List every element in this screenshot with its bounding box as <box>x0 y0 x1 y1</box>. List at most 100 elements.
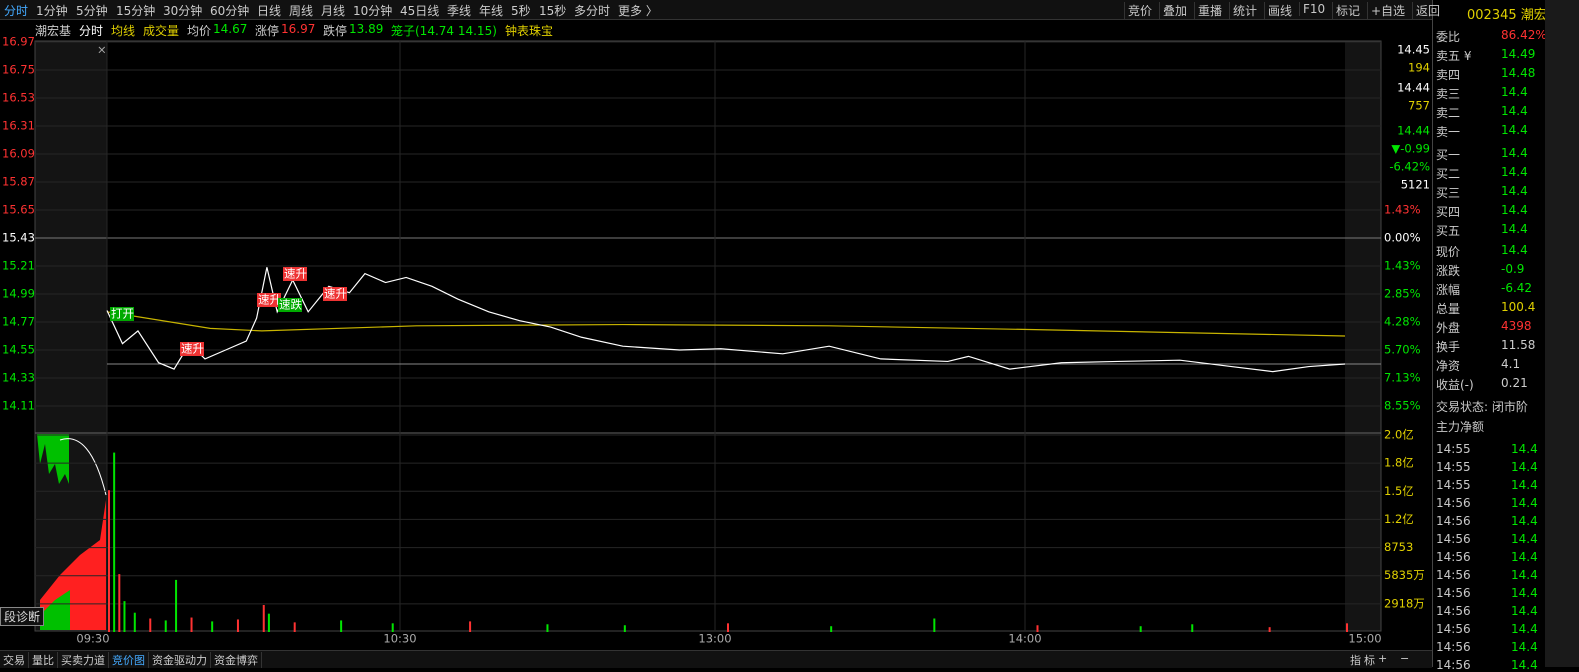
panel-cell: 100.4 <box>1501 300 1536 314</box>
diag-button[interactable]: 段诊断 <box>0 607 45 626</box>
info-item: 16.97 <box>281 22 316 36</box>
panel-cell: 0.21 <box>1501 376 1528 390</box>
bottom-bar <box>0 650 1432 668</box>
panel-cell: 14.4 <box>1501 222 1528 236</box>
bottom-button[interactable]: + <box>1378 652 1388 665</box>
toolbar <box>0 0 1432 20</box>
tab[interactable]: 1分钟 <box>36 4 68 18</box>
tick-time: 14:56 <box>1436 622 1471 636</box>
annotation: 速升 <box>181 342 204 356</box>
price-line <box>106 267 1346 373</box>
tab[interactable]: 5分钟 <box>76 4 108 18</box>
tool-button[interactable]: 重播 <box>1194 2 1222 19</box>
y-tick-label: 5835万 <box>1384 568 1425 582</box>
panel-cell: 14.49 <box>1501 47 1536 61</box>
panel-cell: 14.4 <box>1501 165 1528 179</box>
y-tick-label: 16.31 <box>2 119 35 133</box>
tool-button[interactable]: 标记 <box>1332 2 1360 19</box>
tick-price: 14.4 <box>1511 496 1538 510</box>
auction-curve <box>59 438 107 496</box>
tool-button[interactable]: 叠加 <box>1159 2 1187 19</box>
quote-label: 14.44 <box>1397 124 1430 138</box>
bottom-tab[interactable]: 竞价图 <box>109 652 149 668</box>
tool-button[interactable]: 返回 <box>1412 2 1440 19</box>
volume-bar <box>933 618 936 632</box>
tab[interactable]: 周线 <box>289 4 314 18</box>
annotation: 打开 <box>111 307 134 321</box>
panel-cell: 14.4 <box>1501 123 1528 137</box>
annotation-bg <box>257 293 281 307</box>
y-tick-label: 1.2亿 <box>1384 512 1414 526</box>
tab[interactable]: 季线 <box>447 4 472 18</box>
tab[interactable]: 月线 <box>321 4 346 18</box>
volume-bar <box>118 574 121 632</box>
panel-cell: 买三 <box>1436 186 1461 200</box>
panel-cell: 卖五 ¥ <box>1436 49 1472 63</box>
bottom-tab[interactable]: 交易 <box>0 652 29 668</box>
main-net: 主力净额 <box>1436 420 1485 434</box>
info-item: 均价 <box>187 24 212 38</box>
bottom-button[interactable]: − <box>1400 652 1410 665</box>
tick-price: 14.4 <box>1511 514 1538 528</box>
volume-bar <box>190 617 193 632</box>
annotation-bg <box>283 267 307 281</box>
tab[interactable]: 45日线 <box>400 4 440 18</box>
tool-button[interactable]: 画线 <box>1264 2 1292 19</box>
volume-bar <box>1191 624 1194 632</box>
volume-bar <box>1268 627 1271 632</box>
volume-bar <box>149 618 152 632</box>
annotation: 速升 <box>284 267 307 281</box>
volume-bar <box>546 624 549 632</box>
close-icon[interactable]: × <box>97 43 107 57</box>
tab[interactable]: 分时 <box>4 4 29 18</box>
panel-cell: 14.4 <box>1501 104 1528 118</box>
pct-label: 1.43% <box>1384 259 1421 273</box>
info-item: 涨停 <box>255 24 280 38</box>
tab[interactable]: 30分钟 <box>163 4 203 18</box>
tab[interactable]: 多分时 <box>574 4 611 18</box>
panel-cell: 14.4 <box>1501 85 1528 99</box>
tab[interactable]: 15秒 <box>539 4 567 18</box>
bottom-tab[interactable]: 资金驱动力 <box>149 652 211 668</box>
volume-bar <box>293 622 296 632</box>
bottom-tab[interactable]: 资金博弈 <box>211 652 262 668</box>
tick-price: 14.4 <box>1511 586 1538 600</box>
info-item: 潮宏基 <box>35 24 72 38</box>
tab[interactable]: 5秒 <box>511 4 531 18</box>
tool-button[interactable]: +自选 <box>1367 2 1405 19</box>
bottom-tab[interactable]: 买卖力道 <box>58 652 109 668</box>
pct-label: 7.13% <box>1384 371 1421 385</box>
x-tick-label: 13:00 <box>698 632 731 646</box>
tool-button[interactable]: 竞价 <box>1124 2 1152 19</box>
tool-button[interactable]: F10 <box>1299 2 1325 16</box>
y-tick-label: 15.21 <box>2 259 35 273</box>
panel-cell: 4.1 <box>1501 357 1521 371</box>
y-tick-label: 16.09 <box>2 147 35 161</box>
annotation-bg <box>323 287 347 301</box>
annotation: 速跌 <box>279 298 302 312</box>
bottom-button[interactable]: 标 <box>1364 654 1375 667</box>
panel-cell: 14.4 <box>1501 146 1528 160</box>
volume-bar <box>164 620 167 632</box>
y-tick-label: 2.0亿 <box>1384 428 1414 442</box>
y-tick-label: 2918万 <box>1384 596 1425 610</box>
bottom-tab[interactable]: 量比 <box>29 652 58 668</box>
tab[interactable]: 15分钟 <box>116 4 156 18</box>
quote-label: 5121 <box>1401 178 1430 192</box>
bottom-button[interactable]: 指 <box>1350 654 1361 667</box>
auction-volume-green <box>40 590 70 630</box>
tab[interactable]: 日线 <box>257 4 282 18</box>
panel-cell: 涨跌 <box>1436 264 1461 278</box>
panel-cell: 卖二 <box>1436 106 1461 120</box>
tab[interactable]: 60分钟 <box>210 4 250 18</box>
tab[interactable]: 年线 <box>479 4 504 18</box>
annotation-bg <box>278 298 302 312</box>
tab[interactable]: 10分钟 <box>353 4 393 18</box>
panel-cell: 11.58 <box>1501 338 1536 352</box>
pct-label: 2.85% <box>1384 287 1421 301</box>
tab[interactable]: 更多 〉 <box>618 4 658 18</box>
pct-label: 8.55% <box>1384 399 1421 413</box>
panel-cell: 净资 <box>1436 359 1461 373</box>
volume-bar <box>391 623 394 632</box>
tool-button[interactable]: 统计 <box>1229 2 1257 19</box>
